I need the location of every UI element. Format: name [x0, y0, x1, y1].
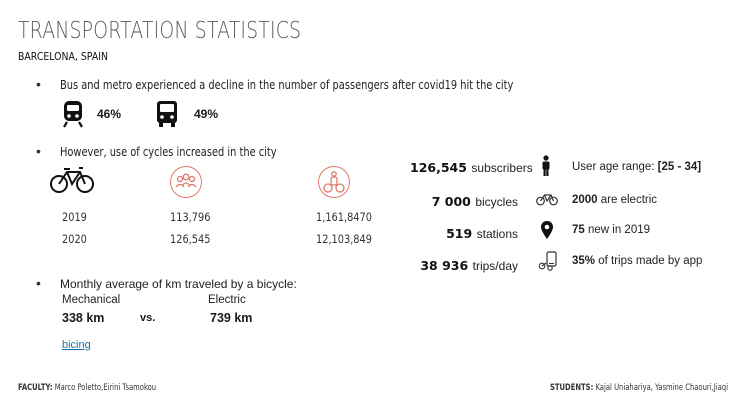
bus-icon: [156, 100, 178, 128]
phone-app-icon: [538, 251, 558, 271]
cycles-text: However, use of cycles increased in the …: [60, 145, 277, 159]
stat-row-bicycles: 7 000 bicycles: [410, 193, 518, 211]
page-subtitle: BARCELONA, SPAIN: [18, 50, 108, 63]
students-names: Kajal Uniahariya, Yasmine Chaouri,Jiaqi …: [593, 383, 730, 393]
km-text: Monthly average of km traveled by a bicy…: [60, 277, 297, 291]
electric-count: 2000: [572, 194, 598, 206]
year-2019: 2019: [62, 210, 87, 224]
stat-row-stations: 519 stations: [410, 225, 518, 243]
stations-note: 75 new in 2019: [572, 224, 650, 236]
subscribers-number: 126,545: [410, 160, 467, 175]
year-2020: 2020: [62, 232, 87, 246]
electric-km: 739 km: [210, 311, 253, 325]
faculty-names: Marco Poletto,Eirini Tsamokou: [52, 383, 157, 393]
bullet-dot: •: [36, 275, 41, 291]
bicycles-label: bicycles: [475, 195, 518, 209]
students-credit: STUDENTS: Kajal Uniahariya, Yasmine Chao…: [550, 383, 730, 393]
cyclist-icon: [318, 166, 350, 198]
metro-icon: [62, 100, 84, 128]
new-stations-label: new in 2019: [584, 224, 651, 236]
value-2020-a: 126,545: [170, 232, 211, 246]
bullet-dot: •: [36, 76, 41, 92]
app-trips-percent: 35%: [572, 255, 596, 267]
bicing-link[interactable]: bicing: [62, 339, 91, 351]
stations-label: stations: [476, 227, 518, 241]
bicycle-icon-small: [536, 192, 558, 206]
new-stations-count: 75: [572, 224, 585, 236]
page-title: TRANSPORTATION STATISTICS: [18, 18, 302, 44]
bullet-dot: •: [36, 143, 41, 159]
stat-row-subscribers: 126,545 subscribers: [410, 159, 533, 177]
decline-text: Bus and metro experienced a decline in t…: [60, 78, 514, 92]
mechanical-label: Mechanical: [62, 294, 121, 306]
trips-label: trips/day: [472, 259, 518, 273]
trips-number: 38 936: [420, 258, 469, 273]
age-range-value: [25 - 34]: [657, 161, 702, 173]
app-trips-note: 35% of trips made by app: [572, 255, 702, 267]
students-label: STUDENTS:: [550, 383, 594, 393]
value-2019-b: 1,161,8470: [316, 210, 372, 224]
faculty-label: FACULTY:: [18, 383, 53, 393]
age-range-note: User age range: [25 - 34]: [572, 161, 701, 173]
value-2019-a: 113,796: [170, 210, 211, 224]
person-icon: [540, 155, 552, 177]
metro-percent: 46%: [97, 107, 122, 121]
app-trips-label: of trips made by app: [595, 255, 703, 267]
versus-label: vs.: [140, 312, 156, 324]
faculty-credit: FACULTY: Marco Poletto,Eirini Tsamokou: [18, 383, 156, 393]
group-people-icon: [170, 166, 202, 198]
electric-note: 2000 are electric: [572, 194, 657, 206]
location-pin-icon: [540, 220, 554, 240]
electric-label: are electric: [597, 194, 658, 206]
value-2020-b: 12,103,849: [316, 232, 372, 246]
stations-number: 519: [446, 226, 473, 241]
electric-label: Electric: [208, 294, 246, 306]
bicycle-icon: [50, 166, 94, 194]
age-range-label: User age range:: [572, 161, 658, 173]
mechanical-km: 338 km: [62, 311, 105, 325]
subscribers-label: subscribers: [471, 161, 533, 175]
bus-percent: 49%: [194, 107, 219, 121]
stat-row-trips: 38 936 trips/day: [410, 257, 518, 275]
bicycles-number: 7 000: [431, 194, 471, 209]
